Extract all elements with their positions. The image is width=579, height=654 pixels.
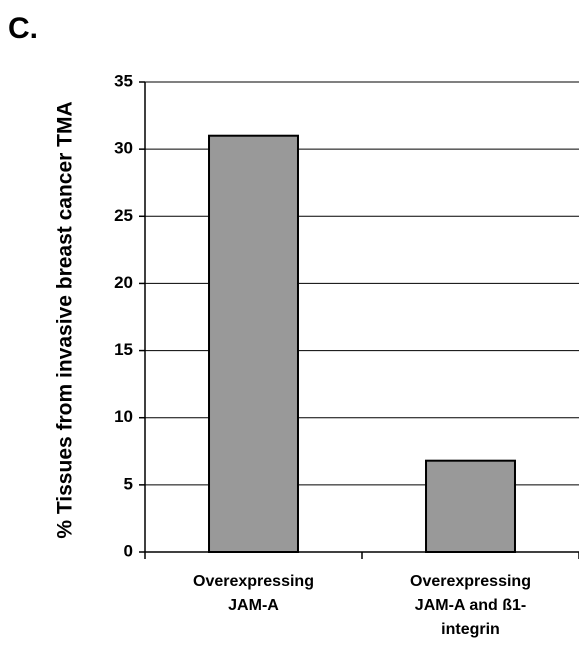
y-tick-label: 0 (124, 541, 133, 560)
y-tick-label: 15 (114, 340, 133, 359)
y-tick-label: 5 (124, 474, 133, 493)
y-tick-label: 25 (114, 206, 133, 225)
y-axis-label: % Tissues from invasive breast cancer TM… (54, 101, 77, 538)
x-tick-label: Overexpressing JAM-A (193, 573, 314, 614)
y-tick-label: 10 (114, 407, 133, 426)
y-tick-label: 30 (114, 139, 133, 158)
y-tick-label: 35 (114, 71, 133, 90)
panel-label: C. (8, 12, 38, 45)
bar (425, 459, 516, 553)
x-tick-label: Overexpressing JAM-A and ß1-integrin (410, 573, 531, 638)
y-tick-label: 20 (114, 273, 133, 292)
bar (208, 134, 299, 553)
